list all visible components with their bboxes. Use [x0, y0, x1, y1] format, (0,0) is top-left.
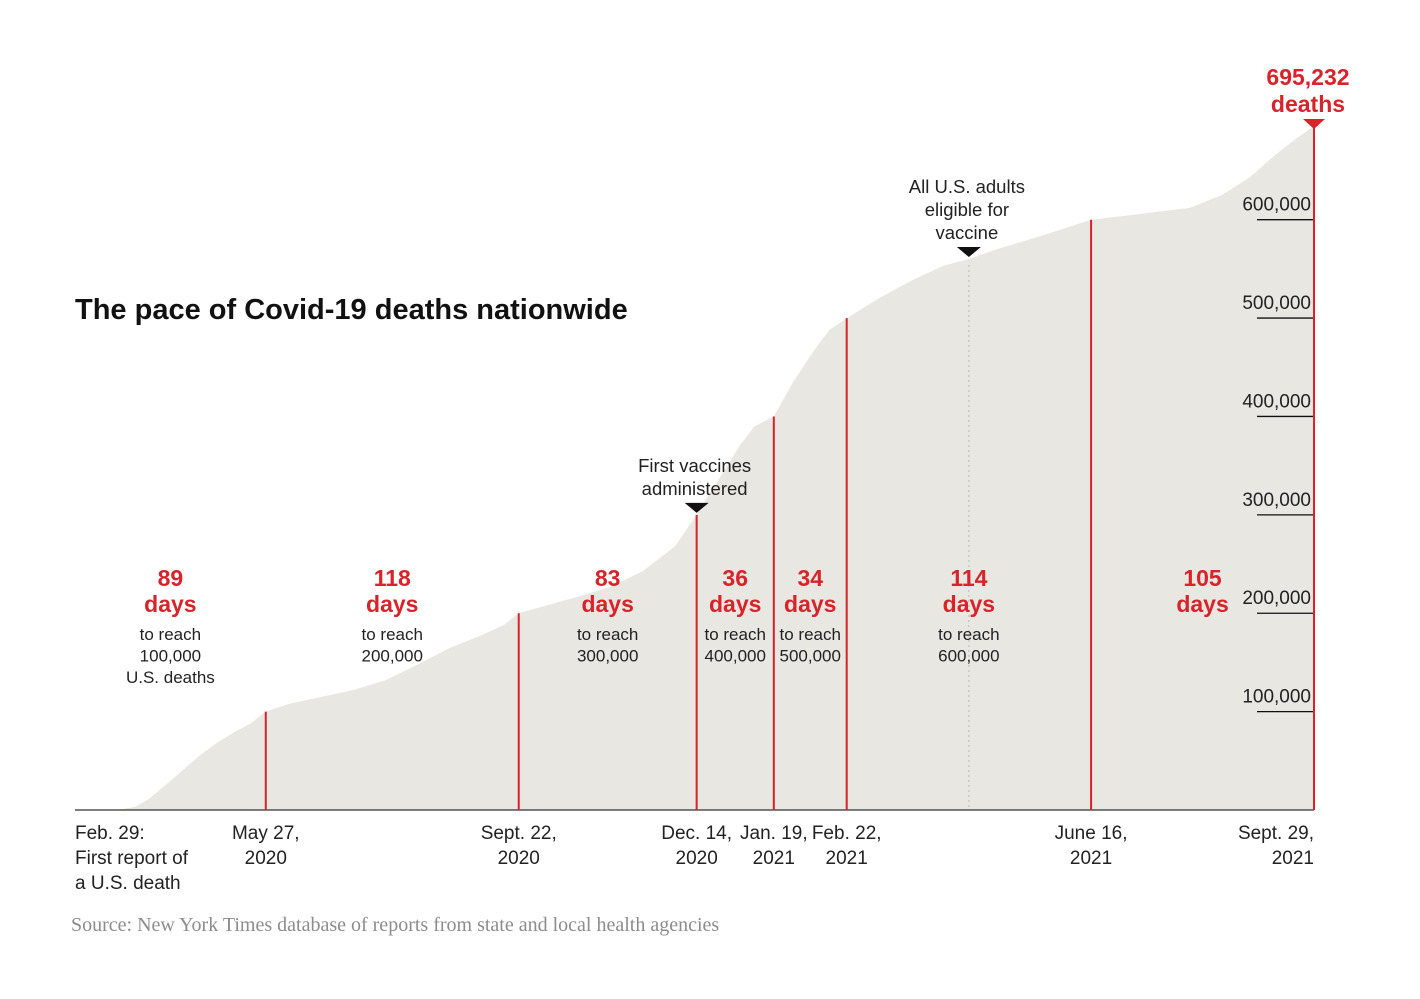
date-label-5-0: Feb. 22, — [812, 823, 882, 844]
interval-days-number-4: 34 — [797, 565, 823, 591]
interval-days-unit-6: days — [1176, 591, 1228, 617]
interval-days-unit-5: days — [943, 591, 995, 617]
interval-reach-4-0: to reach — [780, 625, 841, 644]
date-label-1-0: May 27, — [232, 823, 300, 844]
cumulative-deaths-area — [75, 126, 1314, 810]
date-label-0-2: a U.S. death — [75, 873, 181, 894]
date-label-0-1: First report of — [75, 848, 189, 869]
date-label-4-0: Jan. 19, — [740, 823, 808, 844]
interval-reach-0-0: to reach — [140, 625, 201, 644]
date-label-3-0: Dec. 14, — [661, 823, 732, 844]
interval-reach-1-1: 200,000 — [362, 647, 423, 666]
date-label-3-1: 2020 — [676, 848, 718, 869]
interval-reach-3-1: 400,000 — [705, 647, 766, 666]
interval-reach-5-0: to reach — [938, 625, 999, 644]
date-label-7-0: Sept. 29, — [1238, 823, 1314, 844]
date-label-0-0: Feb. 29: — [75, 823, 145, 844]
interval-days-unit-0: days — [144, 591, 196, 617]
interval-days-number-5: 114 — [950, 565, 987, 591]
interval-days-number-3: 36 — [722, 565, 748, 591]
interval-days-number-6: 105 — [1183, 565, 1222, 591]
interval-days-number-0: 89 — [158, 565, 184, 591]
final-total-value: 695,232 — [1266, 64, 1349, 90]
final-pointer — [1303, 119, 1325, 129]
source-note: Source: New York Times database of repor… — [71, 914, 719, 936]
annotation-text-0-1: administered — [642, 478, 748, 499]
interval-reach-5-1: 600,000 — [938, 647, 999, 666]
date-label-2-1: 2020 — [498, 848, 540, 869]
y-tick-label-300000: 300,000 — [1242, 490, 1311, 511]
interval-reach-2-1: 300,000 — [577, 647, 638, 666]
interval-days-number-1: 118 — [374, 565, 411, 591]
date-label-6-0: June 16, — [1055, 823, 1128, 844]
y-tick-label-200000: 200,000 — [1242, 588, 1311, 609]
annotation-text-1-0: All U.S. adults — [909, 176, 1025, 197]
date-label-5-1: 2021 — [826, 848, 868, 869]
interval-days-unit-1: days — [366, 591, 418, 617]
annotation-text-1-1: eligible for — [925, 199, 1009, 220]
interval-days-unit-4: days — [784, 591, 836, 617]
date-label-7-1: 2021 — [1272, 848, 1314, 869]
interval-days-number-2: 83 — [595, 565, 621, 591]
date-label-4-1: 2021 — [753, 848, 795, 869]
interval-days-unit-2: days — [581, 591, 633, 617]
interval-days-unit-3: days — [709, 591, 761, 617]
y-tick-label-500000: 500,000 — [1242, 293, 1311, 314]
interval-reach-0-2: U.S. deaths — [126, 668, 215, 687]
y-tick-label-100000: 100,000 — [1242, 687, 1311, 708]
y-tick-label-600000: 600,000 — [1242, 195, 1311, 216]
date-label-1-1: 2020 — [245, 848, 287, 869]
interval-reach-4-1: 500,000 — [780, 647, 841, 666]
interval-reach-2-0: to reach — [577, 625, 638, 644]
date-label-2-0: Sept. 22, — [481, 823, 557, 844]
annotation-text-1-2: vaccine — [936, 222, 999, 243]
date-label-6-1: 2021 — [1070, 848, 1112, 869]
annotation-pointer-1 — [956, 247, 981, 258]
interval-reach-1-0: to reach — [362, 625, 423, 644]
interval-reach-3-0: to reach — [705, 625, 766, 644]
chart-title: The pace of Covid-19 deaths nationwide — [75, 294, 628, 326]
interval-reach-0-1: 100,000 — [140, 647, 201, 666]
annotation-text-0-0: First vaccines — [638, 455, 751, 476]
y-tick-label-400000: 400,000 — [1242, 391, 1311, 412]
annotation-pointer-0 — [684, 502, 709, 513]
final-total-unit: deaths — [1271, 91, 1345, 117]
